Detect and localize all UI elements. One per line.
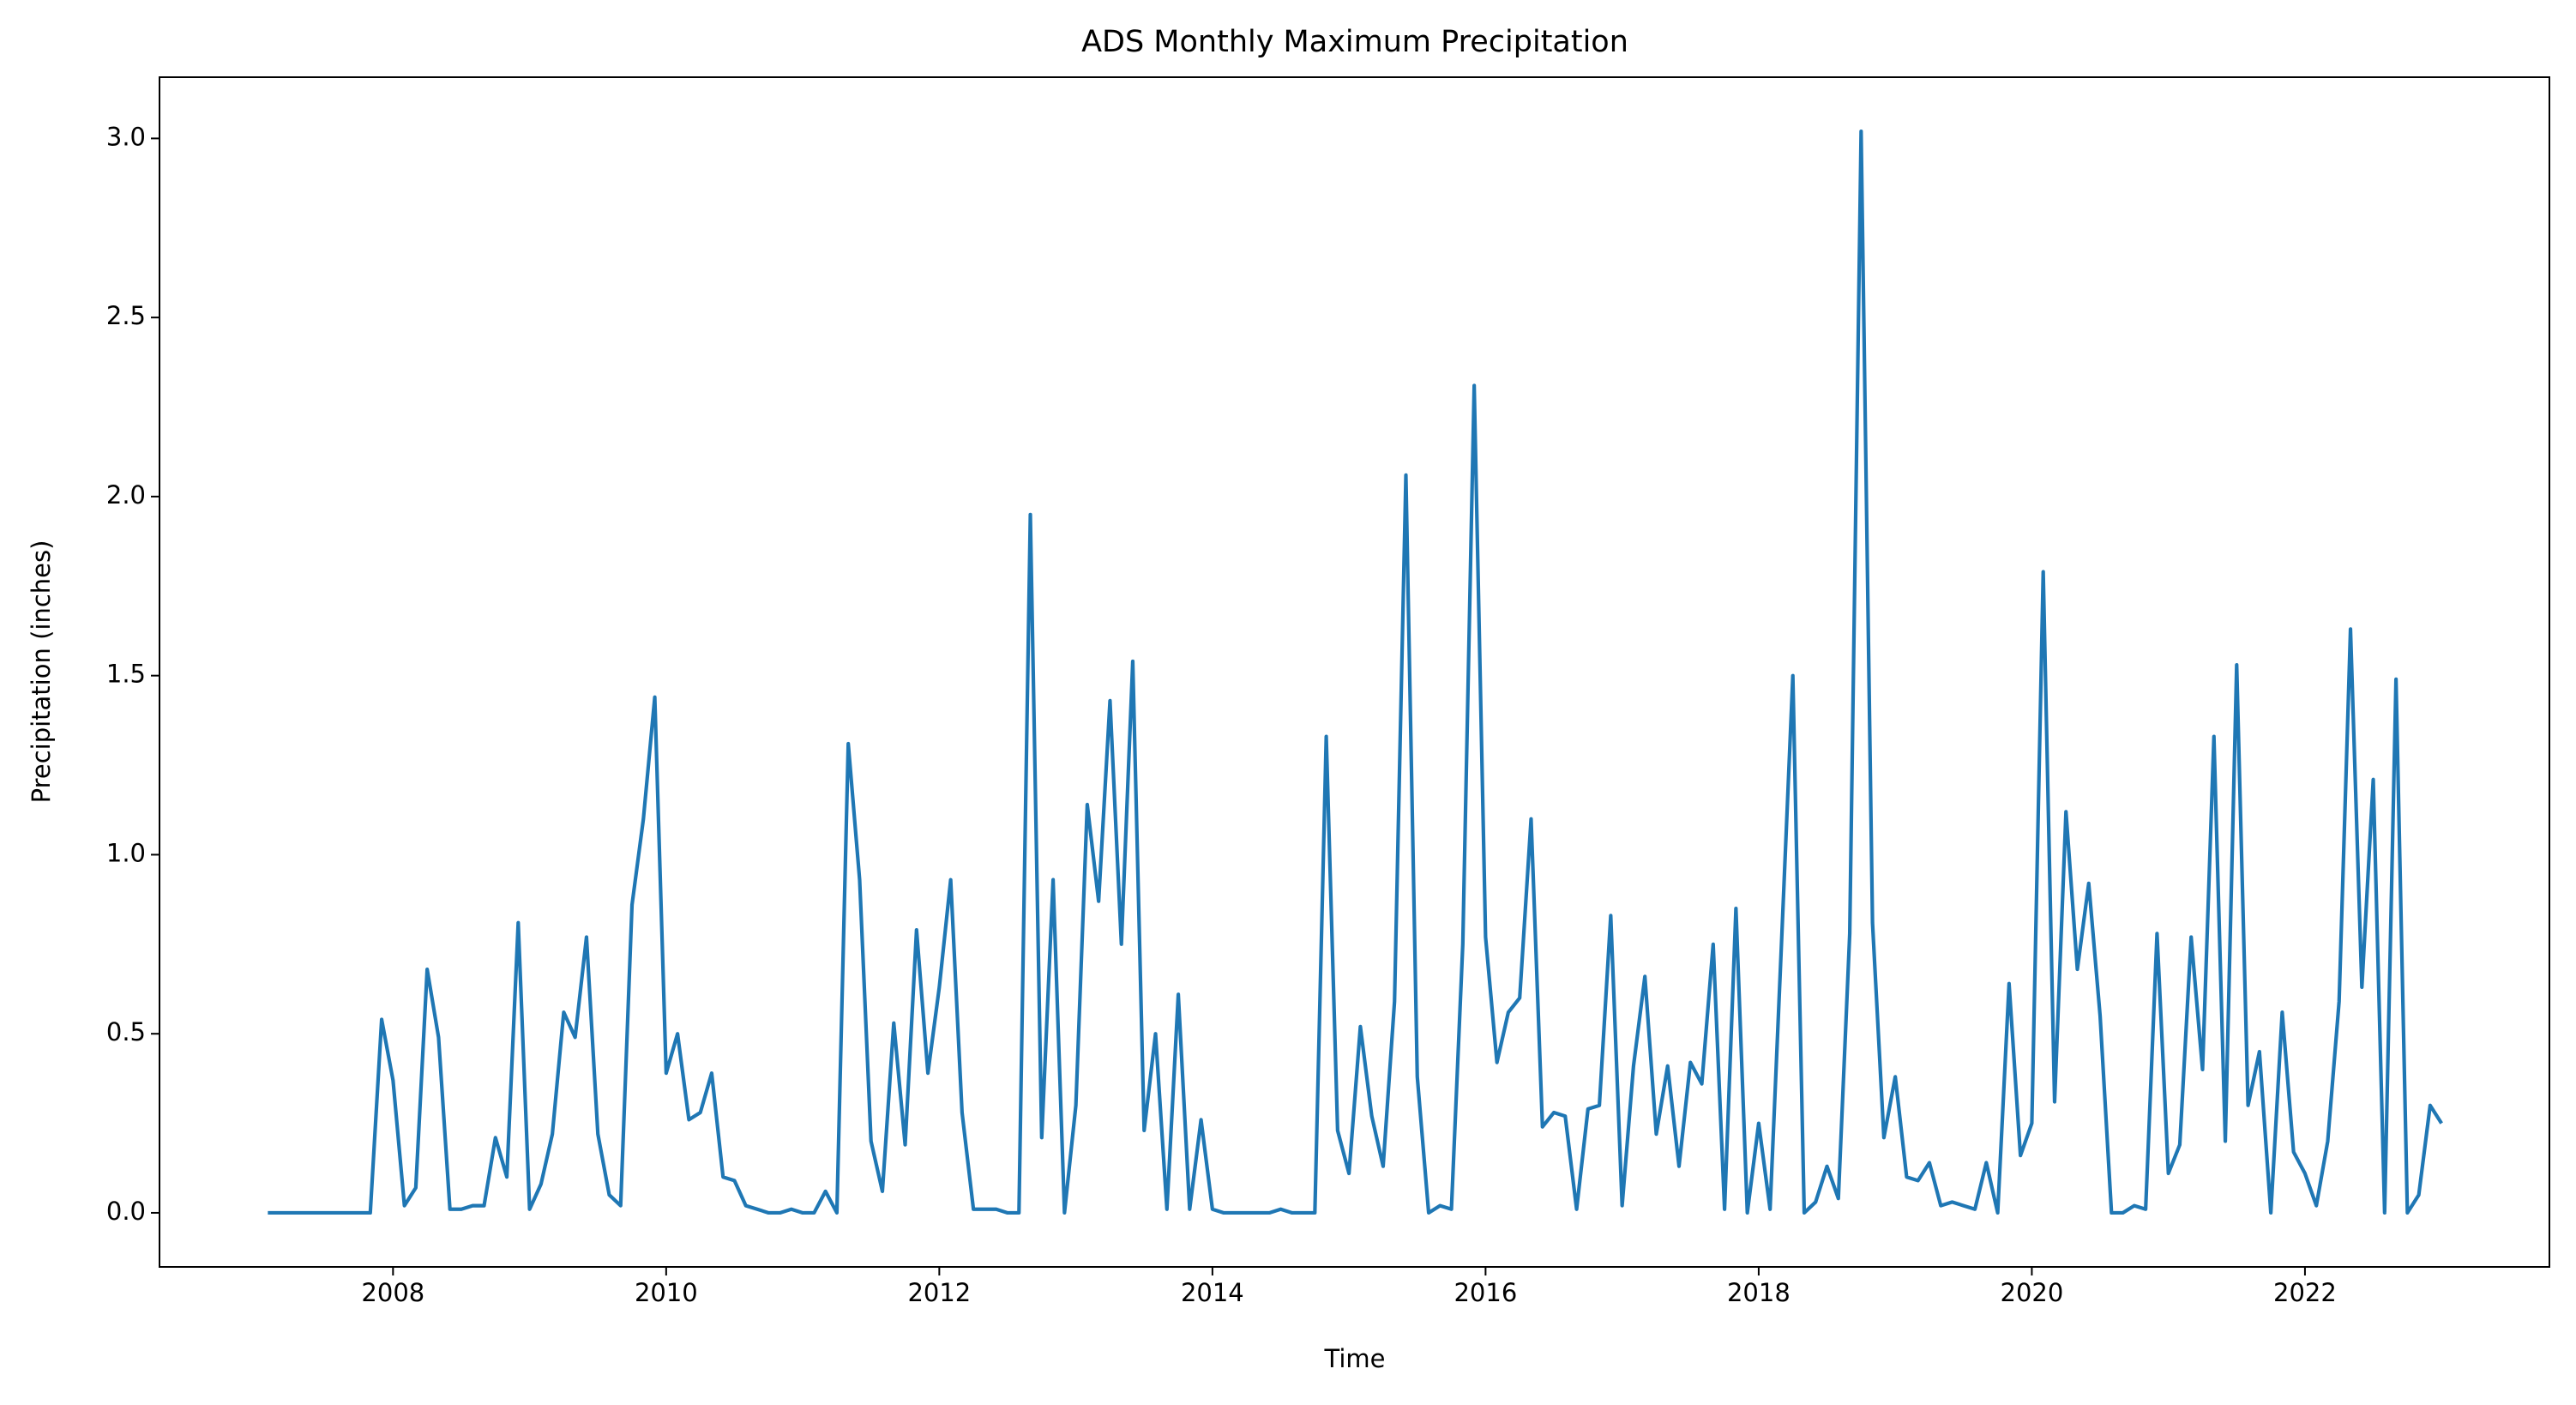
x-tick-label: 2010 <box>635 1278 698 1307</box>
y-tick-label: 2.5 <box>106 301 146 330</box>
y-tick-label: 1.0 <box>106 838 146 867</box>
y-tick-label: 0.5 <box>106 1017 146 1046</box>
plot-frame <box>159 76 2550 1268</box>
x-tick-label: 2016 <box>1454 1278 1517 1307</box>
x-tick-label: 2008 <box>361 1278 424 1307</box>
y-axis-label: Precipitation (inches) <box>27 540 56 804</box>
y-tick-label: 0.0 <box>106 1197 146 1226</box>
x-tick-label: 2020 <box>2001 1278 2064 1307</box>
x-tick-label: 2022 <box>2273 1278 2337 1307</box>
x-axis-label: Time <box>1324 1344 1386 1373</box>
chart-title: ADS Monthly Maximum Precipitation <box>1081 25 1628 59</box>
x-tick-label: 2014 <box>1181 1278 1244 1307</box>
y-tick-label: 3.0 <box>106 122 146 151</box>
data-line <box>268 129 2443 1215</box>
y-tick-label: 2.0 <box>106 480 146 510</box>
x-tick-label: 2018 <box>1727 1278 1791 1307</box>
y-tick-label: 1.5 <box>106 660 146 689</box>
x-tick-label: 2012 <box>907 1278 971 1307</box>
